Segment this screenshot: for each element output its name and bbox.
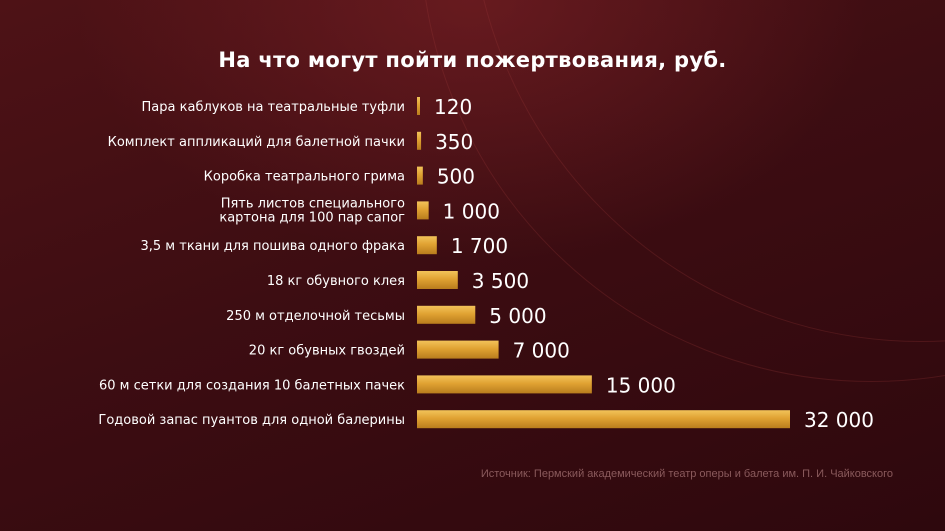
- bar: [417, 236, 437, 255]
- bar: [417, 131, 422, 150]
- value-label: 15 000: [606, 373, 676, 397]
- bar: [417, 305, 476, 324]
- value-label: 120: [434, 95, 472, 119]
- bar: [417, 271, 458, 289]
- bar: [417, 97, 420, 115]
- value-label: 5 000: [489, 304, 546, 328]
- value-label: 350: [435, 130, 473, 154]
- category-label: 20 кг обувных гвоздей: [249, 344, 405, 359]
- value-label: 1 000: [443, 199, 500, 223]
- category-label: 3,5 м ткани для пошива одного фрака: [141, 239, 406, 254]
- bar: [417, 375, 592, 394]
- value-label: 7 000: [513, 339, 570, 363]
- value-label: 500: [437, 165, 475, 189]
- category-label: 250 м отделочной тесьмы: [226, 309, 405, 324]
- category-label: Коробка театрального грима: [204, 170, 405, 185]
- category-label: Годовой запас пуантов для одной балерины: [98, 413, 405, 428]
- category-label: Пара каблуков на театральные туфли: [142, 100, 405, 115]
- bar: [417, 340, 499, 359]
- category-label: 18 кг обувного клея: [267, 274, 405, 289]
- category-label: Комплект аппликаций для балетной пачки: [108, 135, 405, 150]
- bar: [417, 166, 423, 185]
- value-label: 1 700: [451, 234, 508, 258]
- category-label: 60 м сетки для создания 10 балетных паче…: [99, 378, 405, 393]
- bar: [417, 410, 790, 429]
- chart-title: На что могут пойти пожертвования, руб.: [218, 48, 727, 72]
- category-label: Пять листов специального картона для 100 …: [219, 196, 405, 225]
- value-label: 32 000: [804, 408, 874, 432]
- source-note: Источник: Пермский академический театр о…: [480, 468, 893, 480]
- bar: [417, 201, 429, 220]
- value-label: 3 500: [472, 269, 529, 293]
